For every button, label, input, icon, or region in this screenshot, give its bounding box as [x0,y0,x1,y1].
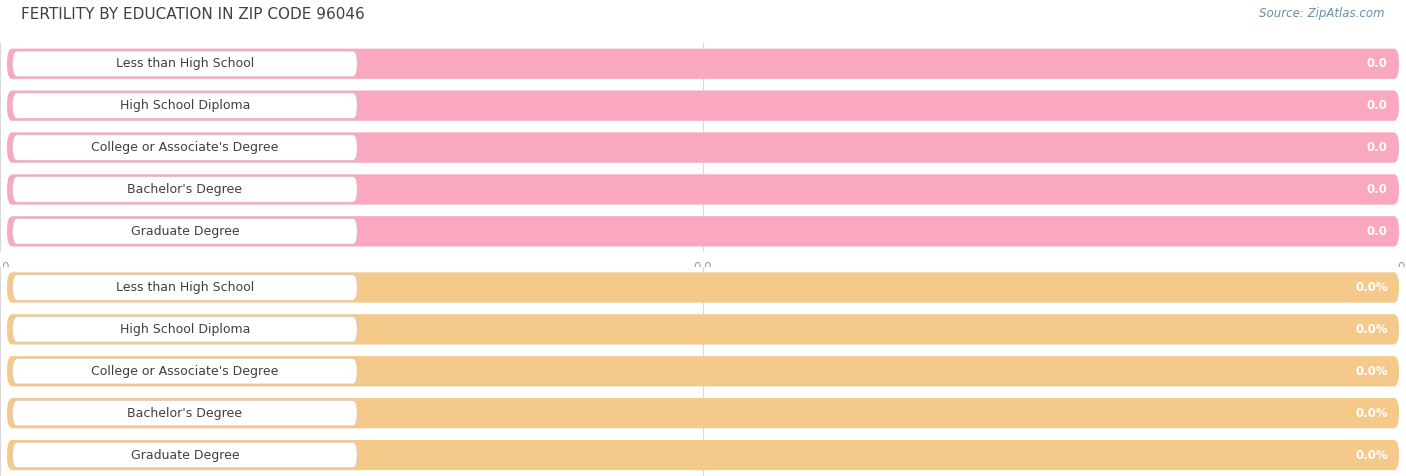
FancyBboxPatch shape [7,132,1399,163]
Text: 0.0: 0.0 [1367,183,1388,196]
FancyBboxPatch shape [7,440,1399,470]
FancyBboxPatch shape [7,398,1399,428]
FancyBboxPatch shape [7,90,1399,121]
Text: College or Associate's Degree: College or Associate's Degree [91,141,278,154]
FancyBboxPatch shape [13,218,357,244]
FancyBboxPatch shape [13,177,357,202]
FancyBboxPatch shape [13,358,357,384]
Text: 0.0: 0.0 [1367,225,1388,238]
FancyBboxPatch shape [13,135,357,160]
FancyBboxPatch shape [7,132,1399,163]
FancyBboxPatch shape [7,216,1399,247]
Text: 0.0: 0.0 [1367,141,1388,154]
FancyBboxPatch shape [7,216,1399,247]
Text: 0.0%: 0.0% [1355,323,1388,336]
Text: Less than High School: Less than High School [115,57,254,70]
FancyBboxPatch shape [7,314,1399,345]
FancyBboxPatch shape [7,49,1399,79]
Text: High School Diploma: High School Diploma [120,323,250,336]
Text: 0.0%: 0.0% [1355,448,1388,462]
FancyBboxPatch shape [13,275,357,300]
Text: Bachelor's Degree: Bachelor's Degree [128,407,242,420]
FancyBboxPatch shape [7,398,1399,428]
FancyBboxPatch shape [7,440,1399,470]
Text: College or Associate's Degree: College or Associate's Degree [91,365,278,378]
FancyBboxPatch shape [7,272,1399,303]
FancyBboxPatch shape [7,356,1399,387]
Text: Graduate Degree: Graduate Degree [131,225,239,238]
FancyBboxPatch shape [13,442,357,468]
FancyBboxPatch shape [7,174,1399,205]
FancyBboxPatch shape [13,400,357,426]
FancyBboxPatch shape [7,272,1399,303]
Text: 0.0: 0.0 [1367,57,1388,70]
Text: Graduate Degree: Graduate Degree [131,448,239,462]
FancyBboxPatch shape [7,90,1399,121]
FancyBboxPatch shape [7,174,1399,205]
Text: 0.0%: 0.0% [1355,407,1388,420]
FancyBboxPatch shape [13,317,357,342]
Text: Bachelor's Degree: Bachelor's Degree [128,183,242,196]
FancyBboxPatch shape [7,356,1399,387]
Text: High School Diploma: High School Diploma [120,99,250,112]
Text: Source: ZipAtlas.com: Source: ZipAtlas.com [1260,7,1385,20]
Text: Less than High School: Less than High School [115,281,254,294]
Text: 0.0: 0.0 [1367,99,1388,112]
FancyBboxPatch shape [13,93,357,119]
FancyBboxPatch shape [7,49,1399,79]
Text: 0.0%: 0.0% [1355,365,1388,378]
Text: FERTILITY BY EDUCATION IN ZIP CODE 96046: FERTILITY BY EDUCATION IN ZIP CODE 96046 [21,7,364,22]
Text: 0.0%: 0.0% [1355,281,1388,294]
FancyBboxPatch shape [7,314,1399,345]
FancyBboxPatch shape [13,51,357,77]
